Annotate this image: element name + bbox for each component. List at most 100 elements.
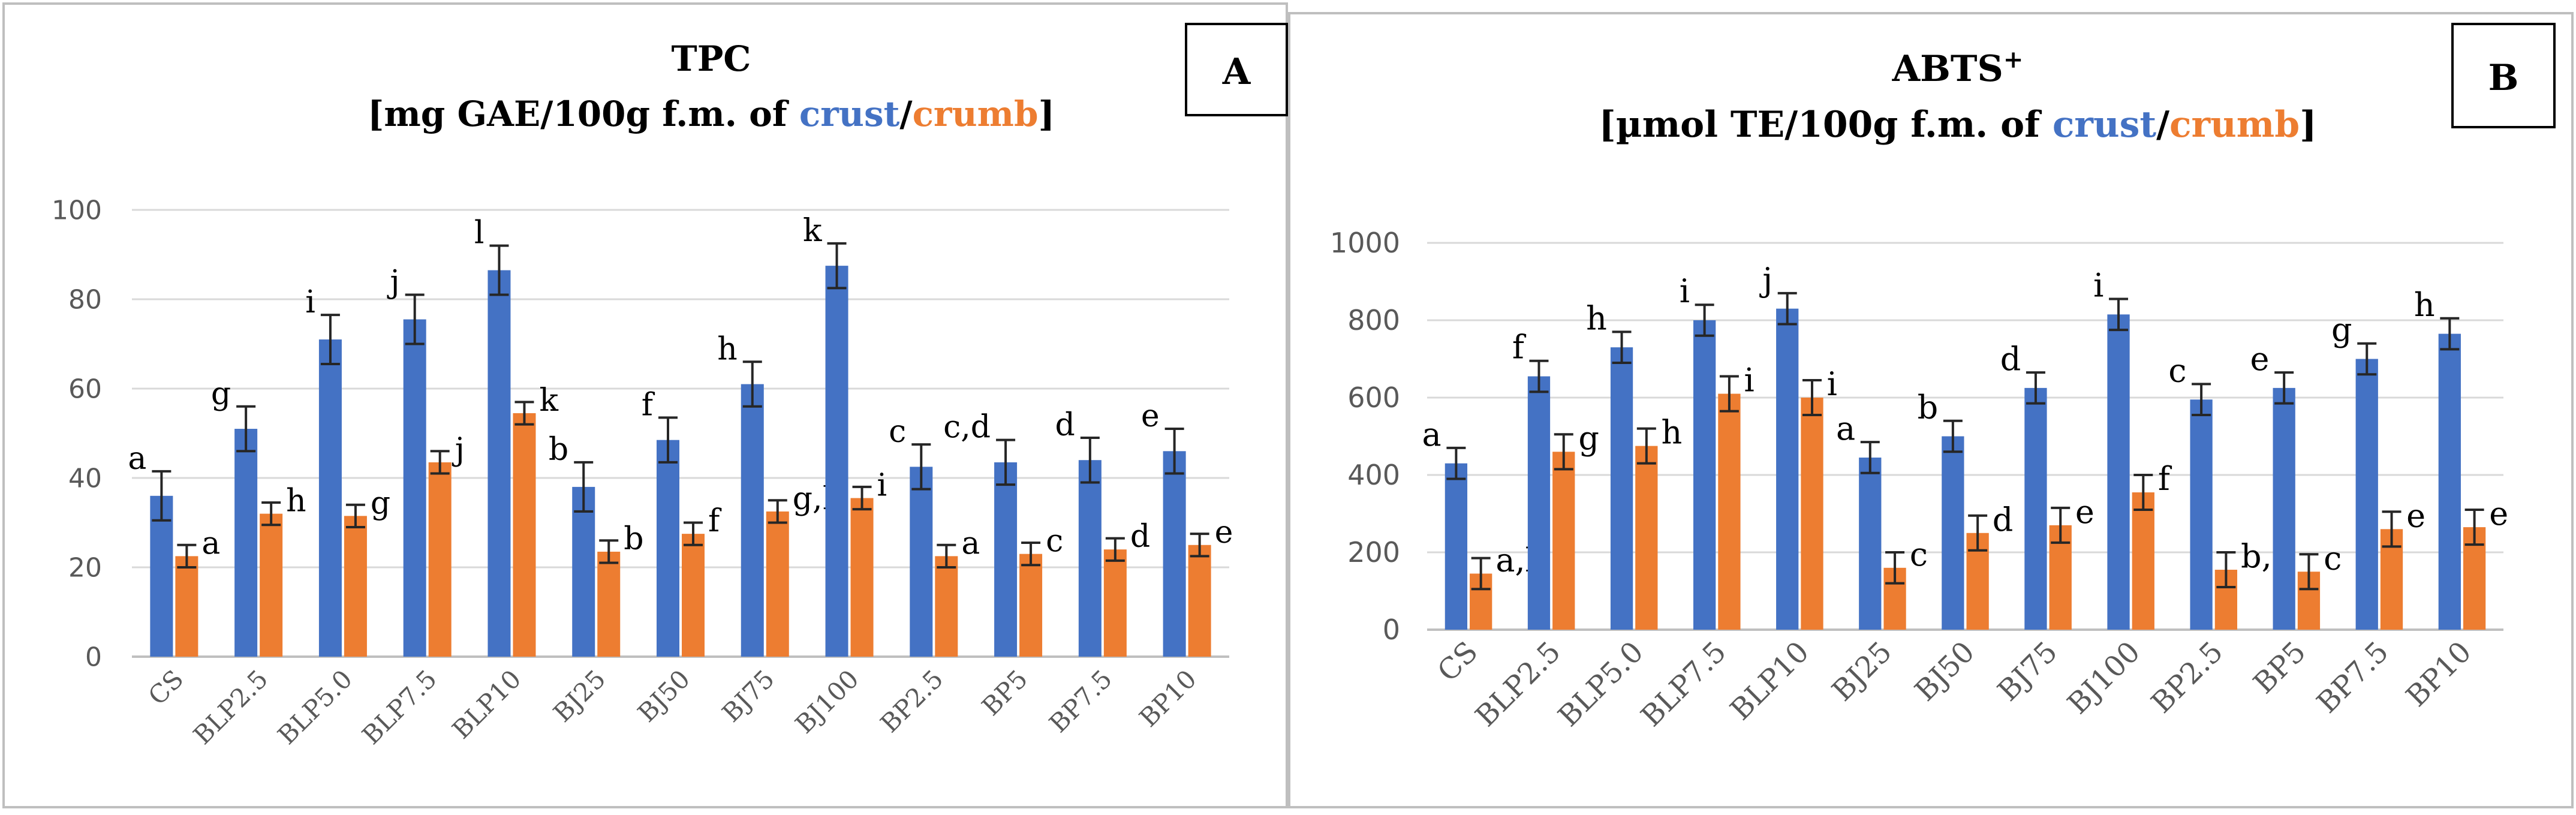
crumb-letter: d — [1993, 501, 2014, 539]
crust-letter: j — [387, 264, 400, 300]
crumb-letter: j — [452, 432, 465, 468]
crumb-bar — [850, 498, 874, 657]
y-tick-label: 60 — [68, 374, 102, 404]
crumb-letter: d — [1130, 519, 1150, 555]
panel-b-badge: B — [2488, 57, 2519, 99]
y-tick-label: 80 — [68, 284, 102, 315]
crust-letter: i — [1680, 272, 1690, 310]
crust-bar — [318, 339, 342, 657]
crust-letter: i — [2093, 267, 2103, 305]
crust-letter: e — [1141, 398, 1160, 434]
crumb-letter: g — [371, 485, 390, 521]
panel-b-slash: / — [2156, 104, 2169, 146]
crumb-bar — [682, 534, 705, 657]
crust-letter: h — [717, 331, 738, 367]
crumb-letter: g — [1578, 419, 1599, 457]
crumb-bar — [766, 511, 789, 657]
crust-letter: f — [642, 387, 655, 423]
crust-letter: l — [474, 215, 484, 251]
panel-b-title-abts: ABTS — [1892, 48, 2003, 90]
panel-b-badge-box — [2451, 23, 2556, 128]
y-tick-label: 1000 — [1330, 227, 1400, 259]
crumb-letter: e — [2406, 497, 2425, 534]
crumb-bar — [2132, 492, 2154, 630]
crumb-bar — [428, 462, 452, 657]
crumb-bar — [1019, 554, 1043, 657]
panel-b-title-line2: [µmol TE/100g f.m. of crust/crumb] — [1599, 104, 2316, 146]
panel-a-crumb-label: crumb — [913, 94, 1039, 134]
crust-letter: j — [1759, 261, 1772, 299]
crust-letter: h — [1586, 299, 1607, 337]
crumb-letter: k — [539, 383, 558, 419]
crust-bar — [2438, 333, 2461, 630]
crust-bar — [2107, 314, 2130, 630]
crust-bar — [741, 384, 764, 657]
crumb-bar — [513, 413, 536, 657]
crust-letter: a — [1836, 410, 1855, 447]
crumb-letter: e — [1215, 515, 1233, 551]
crust-bar — [910, 467, 933, 657]
panel-a-badge: A — [1222, 51, 1251, 93]
panel-a-title-suffix: ] — [1039, 94, 1055, 134]
crust-bar — [2190, 399, 2213, 630]
crumb-letter: b — [624, 521, 643, 557]
crumb-letter: e — [2075, 493, 2094, 531]
crust-bar — [1445, 463, 1468, 630]
crumb-bar — [935, 556, 958, 657]
panel-a-frame — [2, 2, 1288, 808]
crust-letter: g — [2331, 311, 2352, 349]
crust-bar — [2024, 387, 2047, 630]
y-tick-label: 20 — [68, 552, 102, 583]
crumb-bar — [597, 551, 621, 657]
y-tick-label: 800 — [1347, 304, 1400, 336]
crust-bar — [825, 266, 848, 657]
y-tick-label: 600 — [1347, 381, 1400, 414]
crust-bar — [1859, 457, 1882, 630]
crumb-letter: h — [286, 483, 306, 519]
crust-bar — [1942, 436, 1964, 630]
panel-a-crust-label: crust — [799, 94, 900, 134]
crust-bar — [2355, 359, 2378, 630]
crust-letter: k — [803, 213, 822, 249]
crumb-bar — [260, 513, 283, 657]
panel-a-title-line1: TPC — [672, 38, 751, 79]
crumb-bar — [1552, 452, 1575, 630]
crumb-letter: e — [2489, 495, 2508, 533]
panel-a-badge-box — [1185, 23, 1288, 116]
crumb-letter: i — [877, 468, 887, 504]
crumb-bar — [1188, 545, 1211, 657]
crust-bar — [403, 319, 426, 657]
crumb-bar — [1801, 398, 1823, 630]
panel-b-title-suffix: ] — [2300, 104, 2316, 146]
crust-bar — [1078, 460, 1102, 657]
crumb-bar — [344, 516, 367, 657]
crust-letter: b — [1918, 389, 1939, 426]
crust-letter: a — [1422, 416, 1442, 453]
y-tick-label: 0 — [1383, 613, 1400, 646]
panel-a-title-prefix: [mg GAE/100g f.m. of — [368, 94, 799, 134]
panel-a-title-line2: [mg GAE/100g f.m. of crust/crumb] — [368, 94, 1055, 134]
crust-letter: h — [2414, 286, 2435, 324]
crust-letter: a — [128, 441, 146, 477]
y-tick-label: 40 — [68, 463, 102, 494]
panel-b-title-sup: + — [2003, 46, 2024, 74]
panel-a-slash: / — [899, 94, 913, 134]
y-tick-label: 400 — [1347, 459, 1400, 491]
crust-letter: g — [211, 376, 231, 412]
panel-b-crumb-label: crumb — [2169, 104, 2300, 146]
crust-bar — [1163, 451, 1186, 657]
panel-b-crust-label: crust — [2053, 104, 2157, 146]
panel-b: ABTS+ [µmol TE/100g f.m. of crust/crumb]… — [1288, 12, 2574, 808]
crumb-bar — [175, 556, 198, 657]
crust-bar — [1527, 376, 1551, 630]
crust-bar — [656, 440, 679, 657]
crust-letter: d — [2000, 340, 2021, 378]
panel-b-title-prefix: [µmol TE/100g f.m. of — [1599, 104, 2052, 146]
crumb-letter: c — [2324, 539, 2342, 577]
crust-letter: c — [2168, 351, 2186, 389]
crust-bar — [572, 486, 595, 657]
crust-bar — [1776, 308, 1799, 630]
crust-bar — [487, 270, 511, 657]
crumb-letter: f — [2158, 460, 2172, 498]
